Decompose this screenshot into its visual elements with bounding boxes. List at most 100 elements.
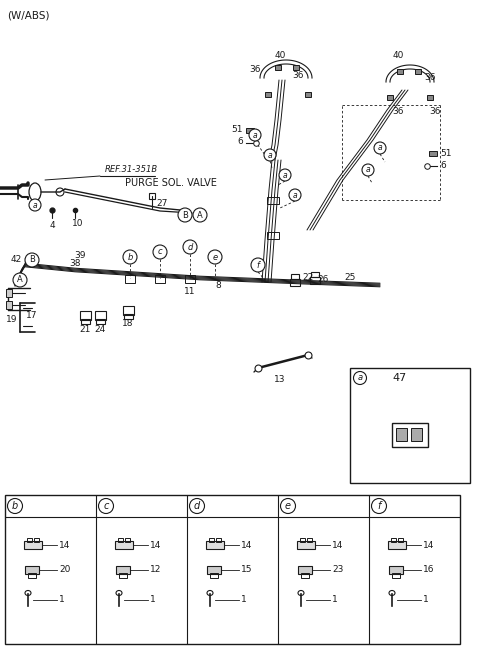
Text: 6: 6 xyxy=(440,160,446,169)
Circle shape xyxy=(251,258,265,272)
Bar xyxy=(415,69,421,74)
Text: a: a xyxy=(252,130,257,140)
Bar xyxy=(297,541,315,549)
Bar xyxy=(265,92,271,97)
Text: 14: 14 xyxy=(332,541,343,550)
Bar xyxy=(115,541,133,549)
Bar xyxy=(293,65,299,70)
Bar xyxy=(305,92,311,97)
Bar xyxy=(427,95,433,100)
Text: 25: 25 xyxy=(344,273,356,282)
Circle shape xyxy=(280,498,296,513)
Text: 27: 27 xyxy=(156,199,168,208)
Bar xyxy=(429,151,437,156)
Bar xyxy=(34,538,39,542)
Text: 36: 36 xyxy=(424,73,436,82)
Circle shape xyxy=(353,371,367,384)
Circle shape xyxy=(190,498,204,513)
Bar xyxy=(24,541,42,549)
Text: 14: 14 xyxy=(59,541,71,550)
Bar xyxy=(387,95,393,100)
Text: a: a xyxy=(366,165,370,175)
Text: e: e xyxy=(285,501,291,511)
Text: 36: 36 xyxy=(429,108,441,117)
Bar xyxy=(350,368,470,483)
Bar xyxy=(123,306,134,315)
Text: c: c xyxy=(103,501,108,511)
Circle shape xyxy=(178,208,192,222)
Text: f: f xyxy=(256,260,260,269)
Text: d: d xyxy=(194,501,200,511)
Bar xyxy=(398,538,403,542)
Text: A: A xyxy=(17,275,23,284)
Bar xyxy=(149,193,155,199)
Text: (W/ABS): (W/ABS) xyxy=(7,10,49,20)
Text: A: A xyxy=(197,210,203,219)
Bar xyxy=(275,65,281,70)
Text: a: a xyxy=(378,143,382,153)
Text: a: a xyxy=(358,374,362,382)
Bar xyxy=(185,275,195,283)
Circle shape xyxy=(183,240,197,254)
Text: 51: 51 xyxy=(440,149,452,158)
Bar xyxy=(391,538,396,542)
Text: REF.31-351B: REF.31-351B xyxy=(105,165,158,175)
Text: a: a xyxy=(293,191,297,199)
Bar xyxy=(310,277,320,284)
Text: 11: 11 xyxy=(184,288,196,297)
Text: a: a xyxy=(268,151,272,160)
Circle shape xyxy=(123,250,137,264)
Text: a: a xyxy=(283,171,288,180)
Text: 24: 24 xyxy=(95,324,106,334)
Text: 23: 23 xyxy=(332,565,343,574)
Bar xyxy=(267,232,279,239)
Text: f: f xyxy=(377,501,381,511)
Bar xyxy=(388,541,406,549)
Bar xyxy=(25,258,31,263)
Text: b: b xyxy=(12,501,18,511)
Text: 36: 36 xyxy=(249,66,261,75)
Circle shape xyxy=(29,199,41,211)
Text: 17: 17 xyxy=(26,310,38,319)
Bar xyxy=(210,573,218,578)
Text: b: b xyxy=(127,252,132,262)
Bar xyxy=(5,495,460,644)
Bar xyxy=(300,538,305,542)
Text: 14: 14 xyxy=(423,541,434,550)
Bar xyxy=(6,289,12,297)
Text: 1: 1 xyxy=(59,596,65,604)
Bar xyxy=(206,541,224,549)
Text: 12: 12 xyxy=(150,565,161,574)
Bar xyxy=(124,314,133,319)
Text: 40: 40 xyxy=(274,51,286,60)
Text: 6: 6 xyxy=(237,138,243,147)
Bar xyxy=(81,319,90,324)
Bar xyxy=(389,566,403,574)
Text: 8: 8 xyxy=(215,280,221,289)
Bar xyxy=(392,573,400,578)
Bar xyxy=(125,275,135,283)
Bar xyxy=(207,566,221,574)
Text: 14: 14 xyxy=(150,541,161,550)
Circle shape xyxy=(372,498,386,513)
Circle shape xyxy=(98,498,113,513)
Text: 19: 19 xyxy=(6,315,18,324)
Text: 18: 18 xyxy=(122,319,134,328)
Text: 26: 26 xyxy=(317,275,329,284)
Bar xyxy=(311,272,319,277)
Circle shape xyxy=(249,129,261,141)
Circle shape xyxy=(208,250,222,264)
Text: 13: 13 xyxy=(274,376,286,384)
Circle shape xyxy=(264,149,276,161)
Text: 39: 39 xyxy=(74,251,86,260)
Text: 22: 22 xyxy=(302,273,313,282)
Bar xyxy=(28,573,36,578)
Text: 51: 51 xyxy=(231,125,243,134)
Bar xyxy=(119,573,127,578)
Bar xyxy=(125,538,130,542)
Text: 14: 14 xyxy=(241,541,252,550)
Bar xyxy=(118,538,123,542)
Circle shape xyxy=(25,253,39,267)
Text: 21: 21 xyxy=(79,324,91,334)
Bar xyxy=(27,538,32,542)
